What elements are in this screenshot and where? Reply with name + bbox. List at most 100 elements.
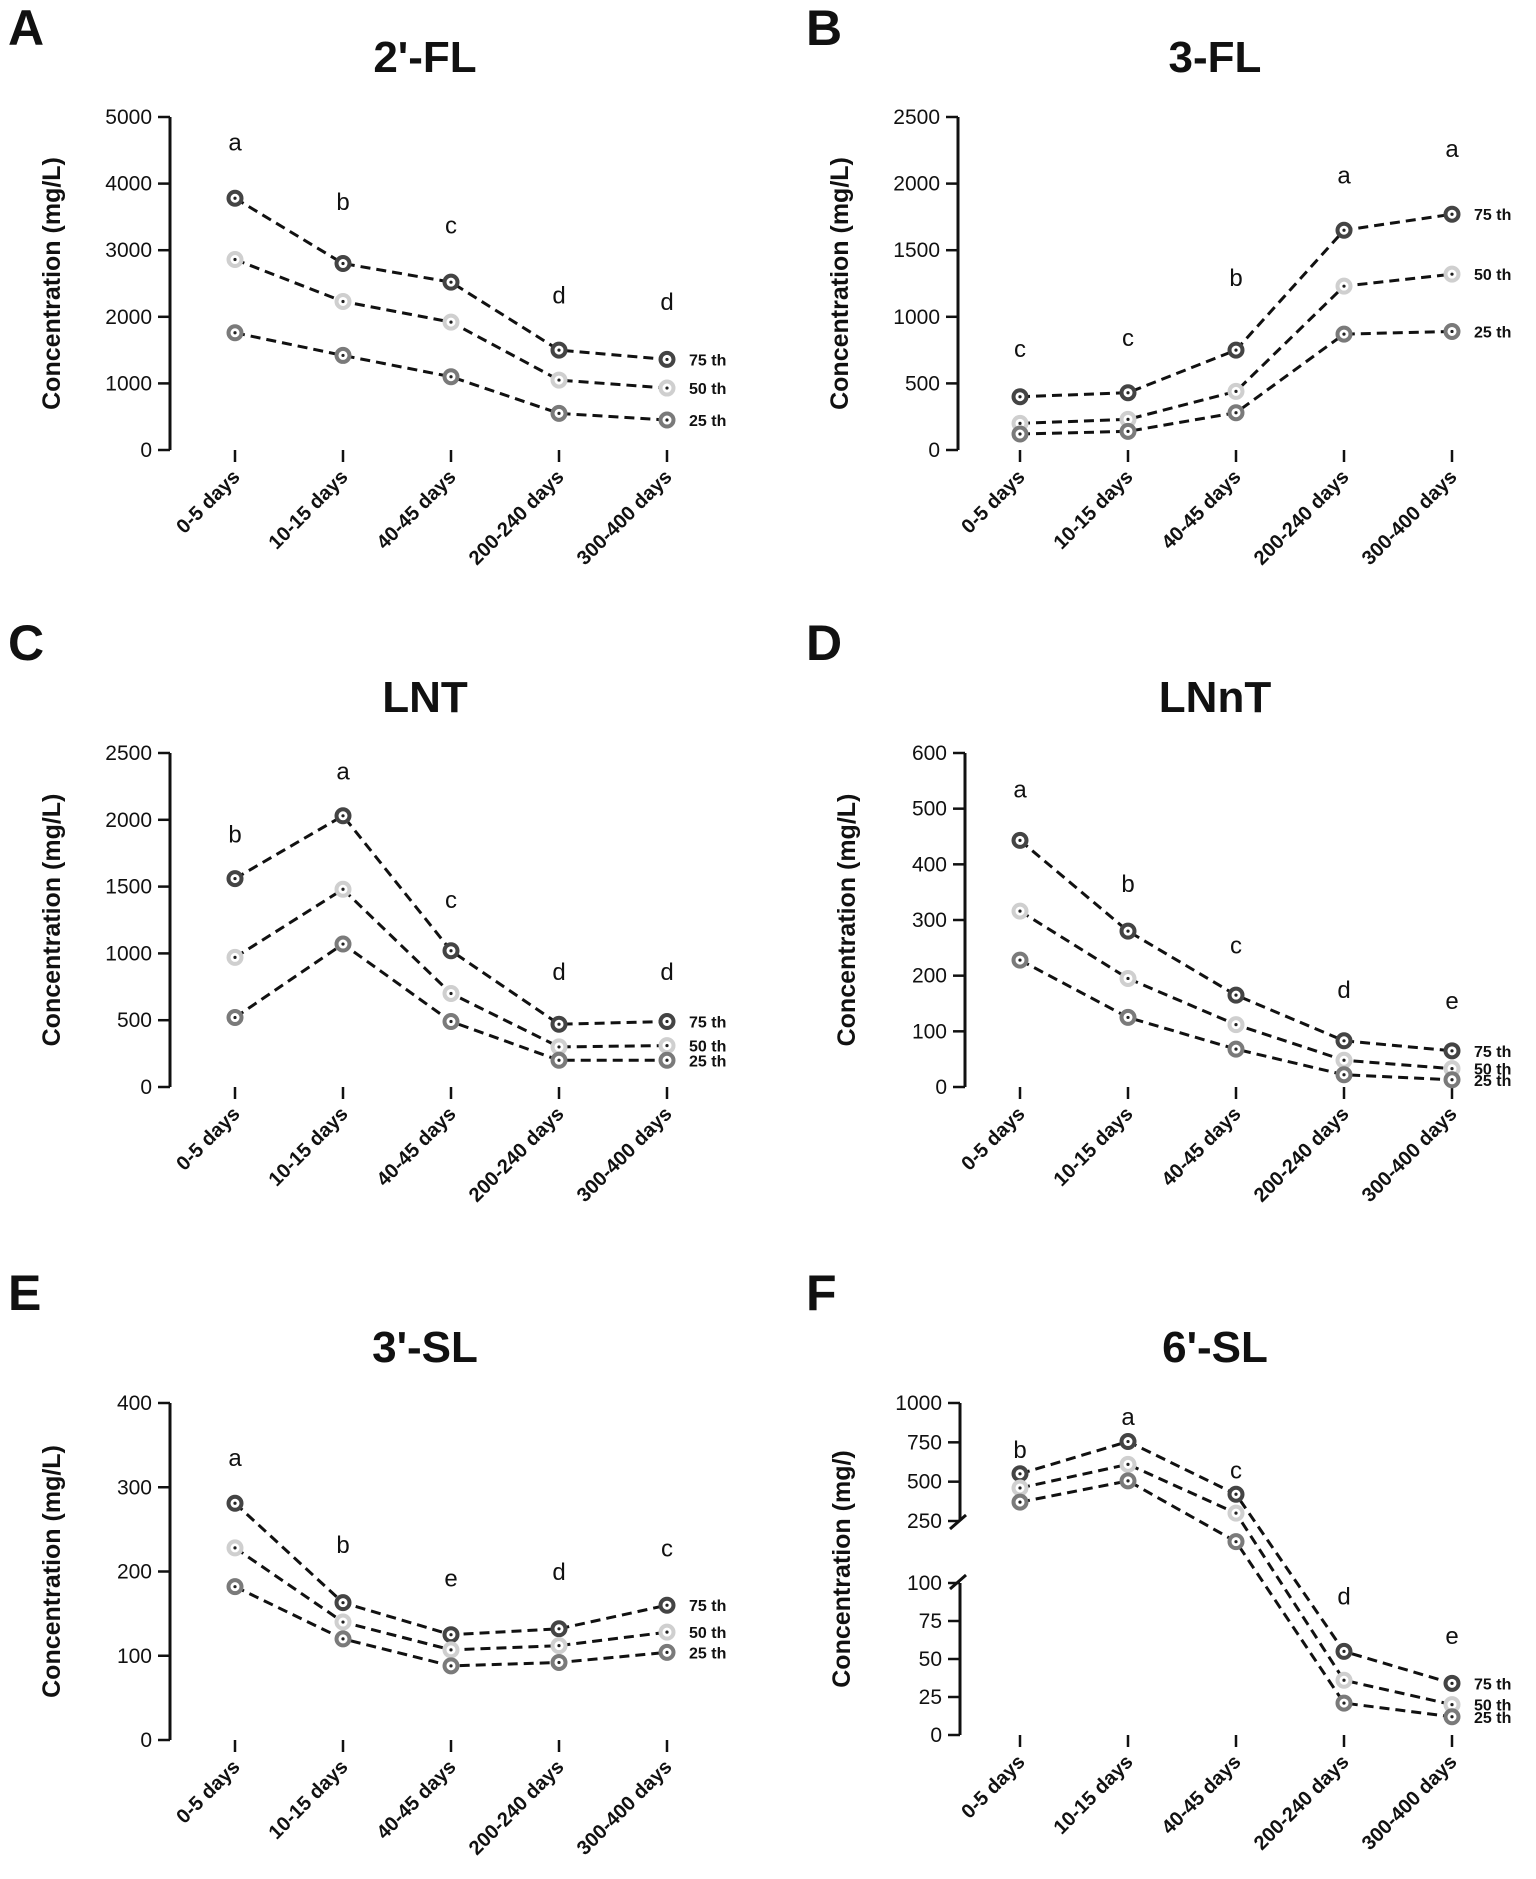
y-axis-label: Concentration (mg/) — [828, 1450, 856, 1688]
panel-letter: D — [806, 615, 842, 671]
x-tick-label: 300-400 days — [573, 466, 677, 570]
x-tick-label: 200-240 days — [1250, 1751, 1354, 1855]
data-point-center — [233, 1015, 237, 1020]
data-point-center — [1018, 421, 1022, 425]
significance-letter: c — [1014, 336, 1026, 363]
data-point-center — [1342, 1039, 1346, 1043]
y-tick-label: 1500 — [893, 239, 940, 262]
data-point-center — [1450, 1703, 1454, 1707]
series-end-label: 50 th — [689, 381, 726, 398]
data-point-center — [557, 1627, 561, 1631]
series-end-label: 75 th — [689, 1015, 726, 1032]
y-axis-label: Concentration (mg/L) — [38, 794, 66, 1047]
chart-panel-b: B 3-FL Concentration (mg/L) 0 500 1000 1500 200… — [806, 0, 1511, 570]
y-tick-label: 25 — [919, 1686, 942, 1709]
data-point-center — [341, 1601, 345, 1605]
chart-panel-d: D LNnT Concentration (mg/L) 0 100 200 300 400 50… — [806, 615, 1511, 1207]
significance-letter: c — [661, 1535, 673, 1562]
data-point-center — [233, 1501, 237, 1505]
data-point-center — [1234, 389, 1238, 393]
chart-title: 6'-SL — [1162, 1323, 1268, 1372]
data-point-center — [557, 1660, 561, 1665]
data-point-center — [1234, 348, 1238, 352]
y-tick-label: 1500 — [105, 876, 152, 899]
y-axis-label: Concentration (mg/L) — [826, 157, 854, 410]
data-point-center — [1342, 284, 1346, 288]
data-point-center — [557, 411, 561, 415]
series-end-label: 75 th — [1474, 1676, 1511, 1693]
y-axis-label: Concentration (mg/L) — [38, 157, 66, 410]
y-tick-label: 200 — [912, 965, 947, 988]
data-point-center — [1126, 391, 1130, 395]
chart-panel-c: C LNT Concentration (mg/L) 0 500 1000 1500 2000… — [8, 615, 726, 1207]
significance-letter: d — [660, 959, 673, 986]
y-tick-label: 2500 — [893, 106, 940, 129]
x-tick-label: 0-5 days — [172, 466, 244, 538]
significance-letter: d — [1337, 1583, 1350, 1610]
y-tick-label: 50 — [919, 1648, 942, 1671]
y-tick-label: 500 — [117, 1009, 152, 1032]
x-tick-label: 300-400 days — [1358, 1103, 1462, 1207]
data-point-center — [449, 1633, 453, 1637]
significance-letter: c — [445, 887, 457, 914]
data-point-center — [1450, 212, 1454, 216]
data-point-center — [233, 257, 237, 262]
data-point-center — [1234, 993, 1238, 997]
data-point-center — [1342, 332, 1346, 336]
data-point-center — [341, 814, 345, 818]
data-point-center — [1450, 1715, 1454, 1719]
data-point-center — [665, 1603, 669, 1607]
y-tick-label: 75 — [919, 1610, 942, 1633]
data-point-center — [1342, 228, 1346, 232]
y-axis-label: Concentration (mg/L) — [38, 1445, 66, 1698]
series-line-75th — [1019, 212, 1453, 399]
y-tick-label: 750 — [907, 1431, 942, 1454]
y-tick-label: 2000 — [105, 809, 152, 832]
y-tick-label: 1000 — [105, 942, 152, 965]
chart-title: LNT — [382, 673, 468, 722]
data-point-center — [1018, 838, 1022, 842]
series-line-75th — [234, 196, 668, 361]
x-tick-label: 200-240 days — [465, 1103, 569, 1207]
data-point-center — [233, 331, 237, 335]
data-point-center — [1018, 909, 1022, 913]
y-tick-label: 500 — [912, 798, 947, 821]
panel-letter: E — [8, 1265, 41, 1321]
x-tick-label: 40-45 days — [1158, 466, 1246, 554]
x-tick-label: 300-400 days — [1358, 466, 1462, 570]
significance-letter: a — [1013, 777, 1027, 804]
significance-letter: b — [1013, 1437, 1026, 1464]
data-point-center — [233, 1546, 237, 1550]
chart-panel-f: F 6'-SL Concentration (mg/) 250 500 750 1000 0 2… — [806, 1265, 1511, 1855]
significance-letter: b — [1121, 871, 1134, 898]
data-point-center — [665, 357, 669, 362]
data-point-center — [1018, 395, 1022, 399]
x-tick-label: 40-45 days — [1158, 1103, 1246, 1191]
x-tick-label: 0-5 days — [957, 1103, 1029, 1175]
data-point-center — [1126, 929, 1130, 933]
y-tick-label: 2500 — [105, 742, 152, 765]
data-point-center — [233, 955, 237, 960]
significance-letter: c — [1230, 1458, 1242, 1485]
significance-letter: e — [1445, 988, 1458, 1015]
series-line-25th — [1019, 958, 1453, 1082]
data-point-center — [665, 1650, 669, 1654]
y-tick-label: 100 — [912, 1020, 947, 1043]
data-point-center — [1234, 411, 1238, 415]
y-tick-label: 0 — [140, 439, 152, 462]
y-tick-label: 5000 — [105, 106, 152, 129]
data-point-center — [1018, 1472, 1022, 1476]
x-tick-label: 200-240 days — [1250, 1103, 1354, 1207]
data-point-center — [665, 1058, 669, 1062]
data-point-center — [233, 876, 237, 881]
x-tick-label: 0-5 days — [957, 1751, 1029, 1823]
x-tick-label: 40-45 days — [373, 466, 461, 554]
data-point-center — [1126, 417, 1130, 421]
data-point-center — [1126, 976, 1130, 981]
significance-letter: d — [660, 289, 673, 316]
y-tick-label: 1000 — [105, 372, 152, 395]
data-point-center — [449, 1019, 453, 1024]
chart-title: 2'-FL — [373, 33, 476, 82]
data-point-center — [557, 378, 561, 382]
data-point-center — [1126, 1015, 1130, 1020]
